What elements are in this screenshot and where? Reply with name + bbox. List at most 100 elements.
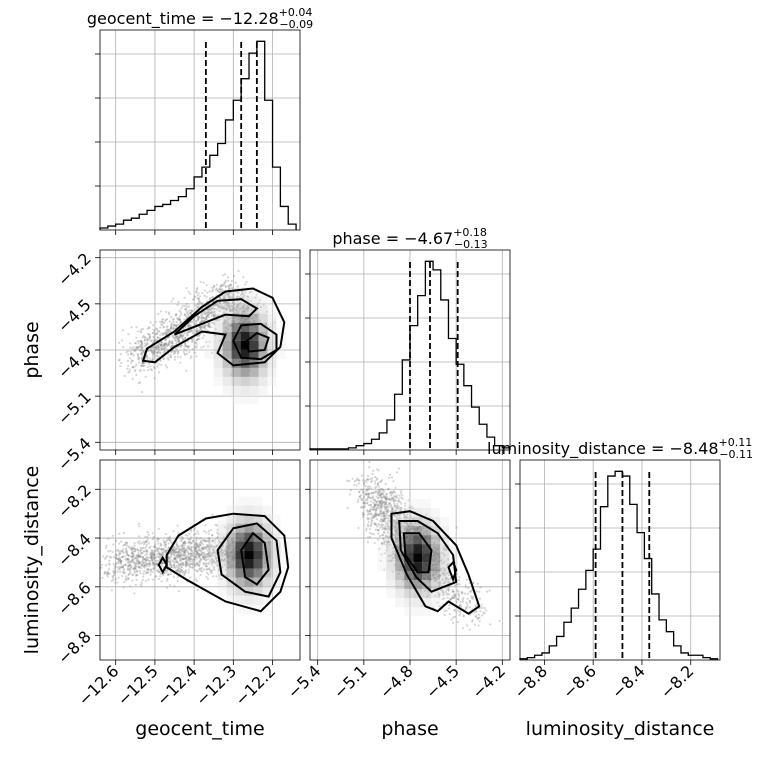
pair-phase-luminosity_distance-sample: [386, 509, 389, 512]
pair-phase-luminosity_distance-sample: [480, 603, 483, 606]
pair-geocent_time-phase-sample: [203, 294, 206, 297]
pair-geocent_time-luminosity_distance-sample: [159, 575, 162, 578]
pair-geocent_time-luminosity_distance-xtick-label-0: −12.6: [74, 661, 122, 709]
pair-phase-luminosity_distance-sample: [346, 479, 349, 482]
pair-geocent_time-luminosity_distance-sample: [139, 552, 142, 555]
pair-geocent_time-phase-sample: [151, 351, 154, 354]
pair-geocent_time-phase-sample: [133, 370, 136, 373]
pair-geocent_time-phase-sample: [235, 296, 238, 299]
pair-geocent_time-phase-sample: [146, 343, 149, 346]
pair-geocent_time-luminosity_distance-sample: [175, 548, 178, 551]
pair-geocent_time-phase-sample: [129, 357, 132, 360]
pair-geocent_time-phase-density-cell: [231, 385, 241, 395]
pair-geocent_time-phase-sample: [177, 317, 181, 320]
pair-geocent_time-phase-sample: [140, 345, 143, 349]
pair-geocent_time-phase-sample: [177, 351, 180, 354]
pair-geocent_time-luminosity_distance-sample: [190, 546, 193, 549]
pair-geocent_time-luminosity_distance-density-cell: [244, 595, 254, 605]
pair-geocent_time-phase-sample: [207, 315, 210, 318]
pair-geocent_time-phase-sample: [201, 292, 204, 295]
pair-geocent_time-phase-sample: [189, 311, 192, 314]
pair-geocent_time-phase-sample: [178, 309, 181, 312]
pair-phase-luminosity_distance-sample: [370, 532, 374, 535]
pair-geocent_time-phase-sample: [141, 346, 144, 349]
pair-geocent_time-luminosity_distance-sample: [152, 554, 155, 557]
pair-geocent_time-phase-density-cell: [267, 376, 277, 386]
pair-phase-luminosity_distance-sample: [366, 513, 369, 516]
pair-geocent_time-luminosity_distance-sample: [164, 541, 167, 544]
pair-geocent_time-phase-sample: [233, 307, 236, 310]
pair-geocent_time-phase-sample: [152, 350, 155, 353]
pair-phase-luminosity_distance-sample: [479, 586, 482, 589]
pair-geocent_time-phase-sample: [143, 364, 146, 367]
pair-geocent_time-phase-sample: [160, 344, 163, 347]
pair-phase-luminosity_distance-sample: [384, 497, 387, 500]
pair-geocent_time-phase-sample: [184, 343, 187, 346]
pair-geocent_time-luminosity_distance-sample: [167, 542, 170, 545]
pair-geocent_time-phase-sample: [156, 365, 159, 368]
pair-geocent_time-phase-sample: [209, 308, 212, 311]
pair-geocent_time-phase-sample: [212, 315, 215, 318]
pair-geocent_time-luminosity_distance-sample: [135, 562, 138, 565]
pair-geocent_time-luminosity_distance-sample: [153, 565, 156, 569]
pair-geocent_time-luminosity_distance-sample: [150, 568, 153, 571]
pair-phase-luminosity_distance-density-cell: [440, 517, 450, 527]
pair-geocent_time-phase-sample: [197, 292, 200, 295]
pair-geocent_time-phase-sample: [177, 318, 180, 321]
pair-geocent_time-phase-sample: [180, 313, 183, 316]
pair-geocent_time-phase-sample: [156, 332, 159, 336]
pair-geocent_time-phase-sample: [148, 336, 151, 339]
pair-geocent_time-phase-sample: [142, 364, 145, 367]
pair-geocent_time-phase-sample: [137, 330, 140, 333]
pair-phase-luminosity_distance-sample: [364, 492, 367, 495]
pair-geocent_time-phase-sample: [196, 337, 200, 340]
pair-phase-luminosity_distance-sample: [452, 616, 455, 619]
pair-geocent_time-luminosity_distance-sample: [106, 572, 109, 575]
pair-geocent_time-luminosity_distance-sample: [156, 539, 159, 543]
pair-geocent_time-phase-sample: [213, 323, 216, 326]
pair-phase-luminosity_distance-sample: [464, 584, 467, 587]
pair-geocent_time-luminosity_distance-sample: [196, 570, 199, 573]
pair-geocent_time-phase-sample: [197, 302, 200, 305]
pair-geocent_time-luminosity_distance-sample: [137, 560, 140, 564]
pair-phase-luminosity_distance-sample: [470, 595, 473, 598]
pair-geocent_time-phase-sample: [161, 333, 164, 337]
pair-phase-luminosity_distance-sample: [465, 578, 468, 581]
pair-geocent_time-phase-sample: [238, 296, 241, 299]
pair-geocent_time-phase-sample: [168, 330, 171, 333]
pair-phase-luminosity_distance-sample: [357, 479, 360, 482]
pair-geocent_time-luminosity_distance-sample: [136, 541, 139, 544]
pair-geocent_time-phase-sample: [216, 303, 219, 306]
pair-geocent_time-phase-sample: [194, 308, 197, 311]
pair-geocent_time-luminosity_distance-sample: [185, 549, 188, 552]
pair-geocent_time-phase-sample: [196, 318, 199, 321]
pair-geocent_time-luminosity_distance-density-cell: [235, 532, 245, 542]
pair-geocent_time-phase-sample: [226, 293, 230, 296]
pair-geocent_time-luminosity_distance-sample: [202, 561, 205, 565]
pair-geocent_time-phase-sample: [117, 359, 120, 362]
pair-geocent_time-phase-sample: [139, 349, 142, 352]
pair-geocent_time-phase-sample: [170, 316, 173, 319]
pair-geocent_time-phase-sample: [197, 329, 200, 332]
pair-phase-luminosity_distance-sample: [373, 503, 376, 506]
pair-geocent_time-luminosity_distance-sample: [152, 535, 155, 539]
pair-geocent_time-phase-sample: [206, 291, 209, 294]
pair-geocent_time-luminosity_distance-sample: [188, 565, 191, 568]
pair-geocent_time-phase-sample: [164, 319, 167, 322]
pair-phase-luminosity_distance-sample: [458, 576, 461, 579]
pair-phase-luminosity_distance-sample: [471, 620, 474, 623]
pair-phase-luminosity_distance-sample: [468, 599, 471, 603]
pair-geocent_time-phase-sample: [189, 311, 193, 314]
pair-geocent_time-phase-sample: [170, 350, 173, 353]
pair-geocent_time-luminosity_distance-sample: [184, 564, 187, 568]
pair-geocent_time-luminosity_distance-sample: [197, 564, 200, 567]
pair-geocent_time-phase-sample: [176, 355, 180, 358]
pair-geocent_time-phase-sample: [192, 320, 195, 323]
pair-geocent_time-phase-sample: [234, 281, 237, 284]
pair-geocent_time-phase-sample: [156, 352, 159, 355]
pair-phase-luminosity_distance-sample: [468, 590, 471, 593]
pair-geocent_time-phase-sample: [223, 297, 226, 300]
pair-phase-luminosity_distance-sample: [368, 532, 371, 535]
pair-geocent_time-phase-sample: [175, 324, 178, 327]
pair-geocent_time-phase-sample: [175, 317, 179, 320]
